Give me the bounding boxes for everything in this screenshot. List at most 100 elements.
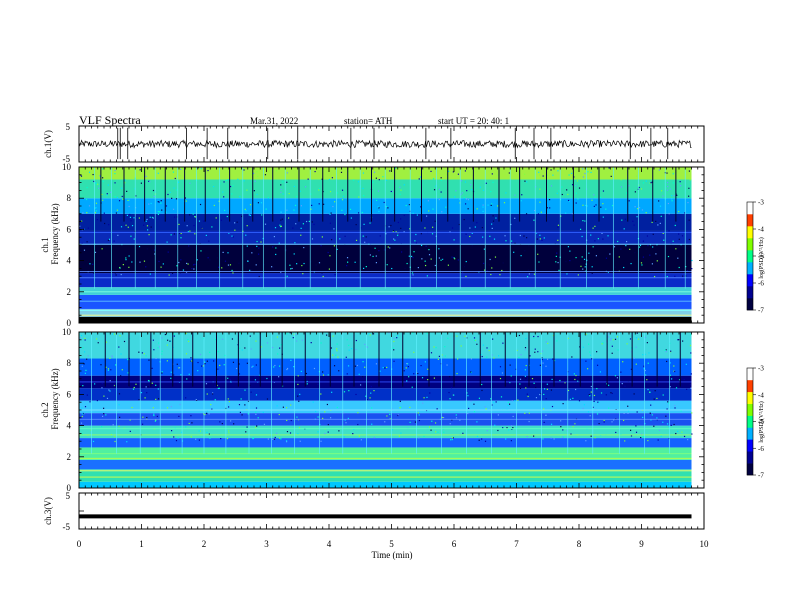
spectrogram-speckle bbox=[618, 256, 620, 258]
spectrogram-speckle bbox=[650, 419, 652, 421]
spectrogram-speckle bbox=[130, 235, 132, 237]
spectrogram-speckle bbox=[277, 353, 279, 355]
spectrogram-speckle bbox=[145, 175, 147, 177]
spectrogram-speckle bbox=[497, 174, 499, 176]
spectrogram-speckle bbox=[172, 346, 174, 349]
spectrogram-speckle bbox=[141, 423, 144, 425]
spectrogram-speckle bbox=[278, 437, 281, 439]
spectrogram-speckle bbox=[285, 441, 288, 443]
spectrogram-speckle bbox=[520, 200, 522, 202]
spectrogram-speckle bbox=[688, 238, 690, 241]
spectrogram-speckle bbox=[160, 266, 162, 268]
spectrogram-speckle bbox=[584, 334, 587, 336]
spectrogram-speckle bbox=[614, 375, 617, 377]
spectrogram-speckle bbox=[452, 171, 454, 173]
colorbar-tick-label: -4 bbox=[758, 226, 764, 234]
spectrogram-speckle bbox=[528, 273, 530, 275]
spectrogram-speckle bbox=[424, 361, 426, 363]
spectrogram-speckle bbox=[228, 232, 230, 234]
spectrogram-speckle bbox=[213, 360, 215, 362]
spectrogram-speckle bbox=[690, 373, 692, 375]
spectrogram-speckle bbox=[562, 403, 564, 405]
spectrogram-speckle bbox=[106, 397, 109, 400]
spectrogram-speckle bbox=[494, 424, 496, 426]
spectrogram-speckle bbox=[459, 419, 461, 421]
spectrogram-speckle bbox=[115, 212, 118, 214]
spectrogram-speckle bbox=[524, 369, 526, 371]
spectrogram-speckle bbox=[577, 274, 579, 276]
spectrogram-speckle bbox=[541, 358, 543, 361]
start-time-label: start UT = 20: 40: 1 bbox=[438, 116, 509, 126]
spectrogram-speckle bbox=[602, 216, 604, 218]
spectrogram-speckle bbox=[690, 352, 692, 354]
spectrogram-speckle bbox=[575, 185, 577, 187]
spectrogram-speckle bbox=[665, 351, 667, 353]
spectrogram-speckle bbox=[88, 205, 91, 207]
spectrogram-speckle bbox=[206, 412, 208, 414]
spectrogram-speckle bbox=[556, 252, 558, 254]
spectrogram-speckle bbox=[329, 417, 332, 419]
spectrogram-speckle bbox=[360, 227, 362, 229]
spectrogram-speckle bbox=[616, 336, 619, 338]
spectrogram-speckle bbox=[605, 257, 608, 259]
spectrogram-speckle bbox=[447, 264, 449, 266]
spectrogram-speckle bbox=[440, 197, 442, 199]
spectrogram-speckle bbox=[204, 414, 206, 416]
spectrogram-speckle bbox=[148, 359, 150, 361]
spectrogram-speckle bbox=[354, 365, 357, 367]
spectrogram-speckle bbox=[106, 194, 108, 196]
spectrogram-speckle bbox=[396, 337, 398, 339]
spectrogram-speckle bbox=[403, 370, 405, 372]
spectrogram-speckle bbox=[489, 235, 491, 237]
spectrogram-speckle bbox=[673, 423, 675, 426]
spectrogram-speckle bbox=[691, 268, 693, 270]
spectrogram-speckle bbox=[645, 212, 647, 214]
time-tick-label: 10 bbox=[700, 539, 710, 549]
spectrogram-speckle bbox=[318, 188, 320, 190]
spectrogram-speckle bbox=[527, 269, 530, 271]
spectrogram-speckle bbox=[441, 211, 443, 213]
spectrogram-speckle bbox=[593, 205, 595, 207]
spectrogram-speckle bbox=[537, 213, 540, 215]
spectrogram-speckle bbox=[686, 270, 689, 272]
spectrogram-speckle bbox=[145, 355, 147, 357]
spectrogram-speckle bbox=[545, 341, 547, 343]
spectrogram-speckle bbox=[92, 173, 94, 176]
spectrogram-speckle bbox=[660, 215, 662, 217]
spectrogram-speckle bbox=[222, 191, 224, 193]
spectrogram-speckle bbox=[457, 259, 459, 261]
spectrogram-speckle bbox=[127, 199, 129, 202]
spectrogram-speckle bbox=[120, 273, 122, 276]
spectrogram-speckle bbox=[167, 339, 169, 341]
spectrogram-speckle bbox=[139, 169, 141, 171]
spectrogram-speckle bbox=[678, 210, 680, 213]
spectrogram-speckle bbox=[100, 426, 103, 428]
spectrogram-speckle bbox=[465, 233, 467, 235]
spectrogram-speckle bbox=[81, 365, 83, 367]
spectrogram-speckle bbox=[109, 390, 111, 392]
spectrogram-speckle bbox=[490, 204, 492, 206]
spectrogram-speckle bbox=[209, 259, 211, 261]
spectrogram-speckle bbox=[249, 214, 252, 217]
spectrogram-speckle bbox=[527, 395, 529, 398]
spectrogram-speckle bbox=[508, 403, 511, 405]
spectrogram-speckle bbox=[218, 200, 220, 202]
spectrogram-speckle bbox=[240, 215, 243, 217]
spectrogram-speckle bbox=[149, 181, 151, 183]
spectrogram-speckle bbox=[87, 227, 89, 229]
spectrogram-speckle bbox=[437, 431, 439, 433]
spectrogram-speckle bbox=[224, 209, 226, 212]
spectrogram-speckle bbox=[257, 253, 260, 255]
spectrogram-speckle bbox=[409, 406, 411, 408]
spectrogram-speckle bbox=[592, 227, 594, 229]
colorbar-segment bbox=[747, 391, 753, 404]
spectrogram-speckle bbox=[464, 266, 466, 268]
spectrogram-speckle bbox=[274, 436, 276, 439]
spectrogram-speckle bbox=[358, 373, 360, 375]
spectrogram-speckle bbox=[583, 258, 586, 260]
spectrogram-speckle bbox=[384, 367, 386, 369]
spectrogram-speckle bbox=[453, 394, 455, 396]
spectrogram-speckle bbox=[199, 167, 201, 169]
spectrogram-speckle bbox=[516, 349, 518, 352]
spectrogram-speckle bbox=[255, 413, 257, 416]
